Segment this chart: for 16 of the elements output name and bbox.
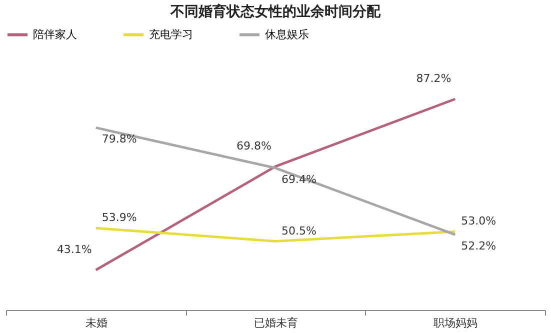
data-label: 53.9%: [102, 211, 137, 224]
chart-title: 不同婚育状态女性的业余时间分配: [170, 3, 382, 20]
data-label: 69.8%: [236, 139, 272, 152]
data-label: 79.8%: [102, 132, 137, 146]
data-label: 69.4%: [282, 173, 316, 186]
legend-label: 陪伴家人: [33, 28, 77, 41]
data-label: 53.0%: [461, 214, 496, 228]
x-tick-label: 已婚未育: [254, 316, 298, 330]
data-label: 87.2%: [416, 72, 452, 85]
legend-label: 休息娱乐: [265, 28, 309, 41]
data-label: 52.2%: [461, 240, 496, 253]
x-tick-label: 未婚: [85, 316, 108, 330]
legend-label: 充电学习: [149, 28, 193, 41]
data-label: 43.1%: [56, 243, 92, 256]
data-label: 50.5%: [282, 224, 316, 238]
x-tick-label: 职场妈妈: [434, 316, 478, 330]
